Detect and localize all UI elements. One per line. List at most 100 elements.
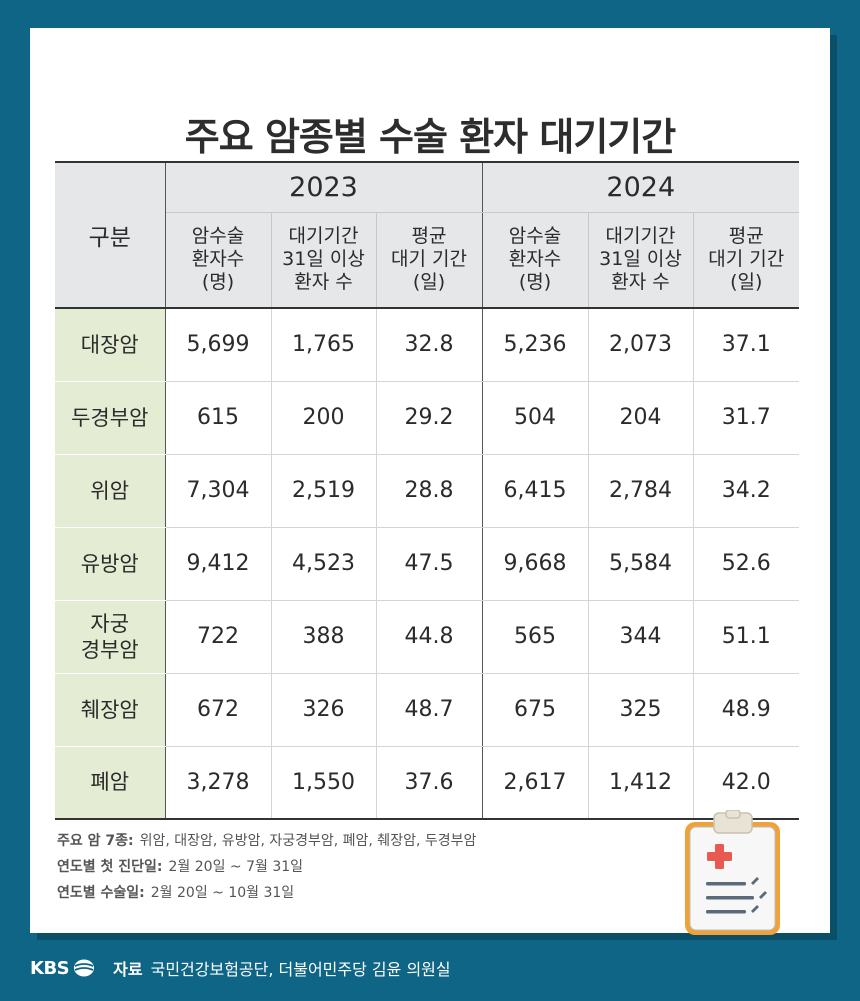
table-cell: 204 <box>588 381 694 455</box>
table-cell: 48.7 <box>376 673 483 747</box>
row-label-cancer-type: 대장암 <box>55 308 166 382</box>
row-label-cancer-type: 췌장암 <box>55 673 166 747</box>
footnote-line: 주요 암 7종: 위암, 대장암, 유방암, 자궁경부암, 폐암, 췌장암, 두경… <box>57 828 476 854</box>
table-row: 자궁 경부암 722 388 44.8 565 344 51.1 <box>55 600 800 674</box>
sub-header-line: 환자 수 <box>294 271 353 294</box>
year-header-2024: 2024 <box>482 161 800 213</box>
sub-header-2024-2: 대기기간 31일 이상 환자 수 <box>588 212 694 309</box>
table-cell: 5,236 <box>482 308 589 382</box>
footnotes: 주요 암 7종: 위암, 대장암, 유방암, 자궁경부암, 폐암, 췌장암, 두경… <box>57 828 476 906</box>
table-cell: 7,304 <box>165 454 272 528</box>
table-cell: 672 <box>165 673 272 747</box>
sub-header-line: 환자 수 <box>611 271 670 294</box>
table-cell: 5,584 <box>588 527 694 601</box>
row-label-cancer-type: 두경부암 <box>55 381 166 455</box>
table-cell: 37.6 <box>376 746 483 820</box>
source-label: 자료 <box>113 960 143 979</box>
sub-header-line: 암수술 <box>191 225 245 248</box>
table-cell: 675 <box>482 673 589 747</box>
table-cell: 3,278 <box>165 746 272 820</box>
category-header: 구분 <box>55 161 166 309</box>
table-cell: 29.2 <box>376 381 483 455</box>
footnote-text: 2월 20일 ~ 10월 31일 <box>150 885 295 901</box>
sub-header-line: 암수술 <box>508 225 562 248</box>
table-row: 두경부암 615 200 29.2 504 204 31.7 <box>55 381 800 455</box>
table-cell: 32.8 <box>376 308 483 382</box>
footer: KBS 자료 국민건강보험공단, 더불어민주당 김윤 의원실 <box>30 956 451 980</box>
row-label-cancer-type: 위암 <box>55 454 166 528</box>
row-label-cancer-type: 유방암 <box>55 527 166 601</box>
sub-header-line: 평균 <box>411 225 447 248</box>
table-cell: 722 <box>165 600 272 674</box>
table-cell: 2,519 <box>271 454 377 528</box>
table-cell: 37.1 <box>693 308 800 382</box>
footnote-label: 연도별 수술일: <box>57 885 145 901</box>
table-cell: 326 <box>271 673 377 747</box>
sub-header-2023-3: 평균 대기 기간 (일) <box>376 212 483 309</box>
table-cell: 51.1 <box>693 600 800 674</box>
table-cell: 28.8 <box>376 454 483 528</box>
sub-header-2023-1: 암수술 환자수 (명) <box>165 212 272 309</box>
page-title: 주요 암종별 수술 환자 대기기간 <box>184 115 676 159</box>
table-row: 췌장암 672 326 48.7 675 325 48.9 <box>55 673 800 747</box>
table-cell: 52.6 <box>693 527 800 601</box>
table-cell: 44.8 <box>376 600 483 674</box>
row-label-cancer-type: 자궁 경부암 <box>55 600 166 674</box>
table-cell: 565 <box>482 600 589 674</box>
table-cell: 1,765 <box>271 308 377 382</box>
row-label-line: 경부암 <box>80 637 139 662</box>
table-cell: 200 <box>271 381 377 455</box>
sub-header-line: 대기 기간 <box>708 248 785 271</box>
table-cell: 9,668 <box>482 527 589 601</box>
sub-header-line: 환자수 <box>191 248 245 271</box>
table-row: 폐암 3,278 1,550 37.6 2,617 1,412 42.0 <box>55 746 800 820</box>
infographic-card: 주요 암종별 수술 환자 대기기간 구분 2023 2024 암수술 환자수 (명)… <box>30 28 830 935</box>
sub-header-2024-3: 평균 대기 기간 (일) <box>693 212 800 309</box>
sub-header-line: 환자수 <box>508 248 562 271</box>
row-label-line: 두경부암 <box>71 405 149 430</box>
kbs-logo: KBS <box>30 958 95 979</box>
footnote-line: 연도별 첫 진단일: 2월 20일 ~ 7월 31일 <box>57 854 476 880</box>
sub-header-line: (명) <box>518 271 552 294</box>
sub-header-line: 31일 이상 <box>282 248 365 271</box>
table-cell: 504 <box>482 381 589 455</box>
waiting-period-table: 구분 2023 2024 암수술 환자수 (명) 대기기간 31일 이상 환자 수 평균 대기… <box>55 161 800 820</box>
sub-header-2024-1: 암수술 환자수 (명) <box>482 212 589 309</box>
table-cell: 5,699 <box>165 308 272 382</box>
sub-header-line: 평균 <box>728 225 764 248</box>
row-label-line: 폐암 <box>90 770 130 795</box>
sub-header-2023-2: 대기기간 31일 이상 환자 수 <box>271 212 377 309</box>
table-cell: 31.7 <box>693 381 800 455</box>
table-cell: 325 <box>588 673 694 747</box>
sub-header-line: 대기기간 <box>288 225 359 248</box>
row-label-line: 대장암 <box>80 332 139 357</box>
table-cell: 34.2 <box>693 454 800 528</box>
table-cell: 4,523 <box>271 527 377 601</box>
table-cell: 2,073 <box>588 308 694 382</box>
row-label-line: 자궁 <box>90 611 130 636</box>
footnote-text: 위암, 대장암, 유방암, 자궁경부암, 폐암, 췌장암, 두경부암 <box>139 833 477 849</box>
table-row: 위암 7,304 2,519 28.8 6,415 2,784 34.2 <box>55 454 800 528</box>
year-header-2023: 2023 <box>165 161 483 213</box>
table-cell: 6,415 <box>482 454 589 528</box>
table-cell: 615 <box>165 381 272 455</box>
table-cell: 1,550 <box>271 746 377 820</box>
sub-header-line: (일) <box>730 271 763 294</box>
clipboard-medical-icon <box>685 810 780 935</box>
sub-header-line: (명) <box>201 271 235 294</box>
table-cell: 2,784 <box>588 454 694 528</box>
table-cell: 47.5 <box>376 527 483 601</box>
footnote-text: 2월 20일 ~ 7월 31일 <box>168 859 304 875</box>
row-label-line: 췌장암 <box>80 697 139 722</box>
sub-header-line: 대기기간 <box>605 225 676 248</box>
table-cell: 9,412 <box>165 527 272 601</box>
table-cell: 344 <box>588 600 694 674</box>
sub-header-line: 대기 기간 <box>391 248 467 271</box>
table-cell: 388 <box>271 600 377 674</box>
logo-text: KBS <box>30 957 70 979</box>
row-label-line: 위암 <box>90 478 130 503</box>
sub-header-line: 31일 이상 <box>599 248 682 271</box>
row-label-cancer-type: 폐암 <box>55 746 166 820</box>
footnote-line: 연도별 수술일: 2월 20일 ~ 10월 31일 <box>57 880 476 906</box>
sub-header-line: (일) <box>412 271 446 294</box>
